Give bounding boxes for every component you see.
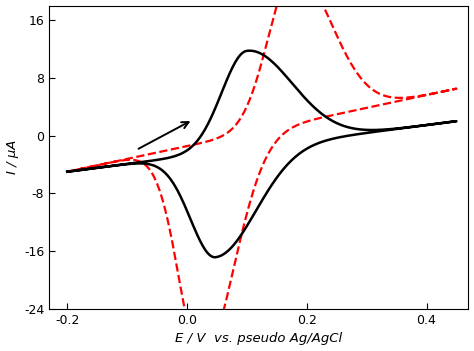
X-axis label: E / V  vs. pseudo Ag/AgCl: E / V vs. pseudo Ag/AgCl [175,332,342,345]
Y-axis label: I / μA: I / μA [6,140,18,174]
